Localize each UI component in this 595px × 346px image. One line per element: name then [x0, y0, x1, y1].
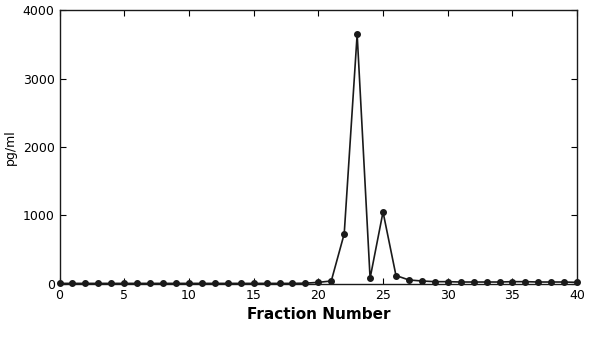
X-axis label: Fraction Number: Fraction Number [246, 307, 390, 322]
Y-axis label: pg/ml: pg/ml [4, 129, 17, 165]
